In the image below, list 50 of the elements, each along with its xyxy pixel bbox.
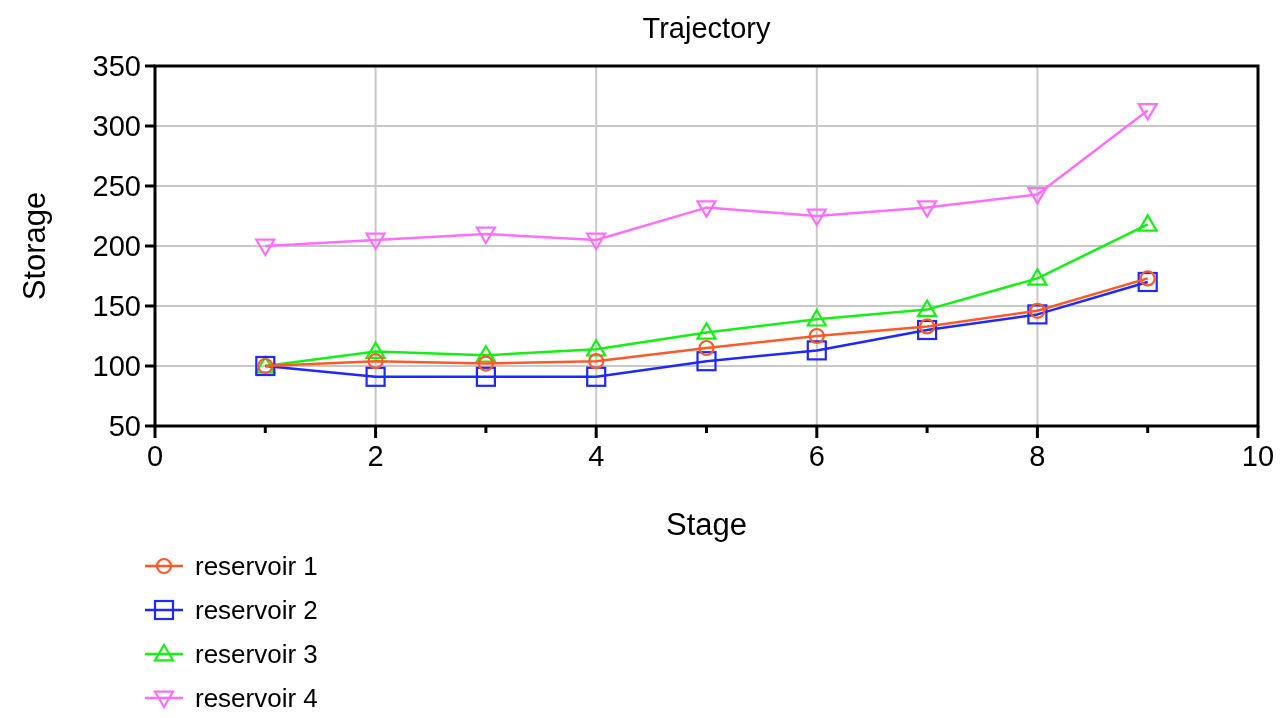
point <box>586 232 607 251</box>
point <box>475 226 496 245</box>
point <box>696 200 717 218</box>
y-tick-label: 250 <box>92 170 141 202</box>
y-tick-label: 200 <box>92 230 141 262</box>
point <box>808 327 825 345</box>
point <box>806 208 827 227</box>
legend-label: reservoir 3 <box>195 639 318 669</box>
point <box>1027 187 1048 205</box>
point <box>698 339 715 357</box>
point <box>806 340 827 361</box>
point <box>475 366 496 387</box>
y-tick-label: 300 <box>92 110 141 142</box>
point <box>696 351 717 372</box>
point <box>586 366 607 387</box>
point <box>477 355 494 372</box>
x-tick-label: 0 <box>146 440 164 472</box>
point <box>588 353 605 370</box>
legend-label: reservoir 1 <box>195 551 318 581</box>
point <box>1027 304 1048 325</box>
point <box>696 322 717 340</box>
legend-label: reservoir 4 <box>195 683 318 713</box>
point <box>586 339 607 357</box>
y-tick-label: 150 <box>92 290 141 322</box>
point <box>365 232 386 251</box>
y-tick-label: 100 <box>92 350 141 382</box>
x-tick-label: 4 <box>588 440 605 472</box>
point <box>917 299 938 317</box>
point <box>367 353 384 370</box>
x-tick-label: 6 <box>808 440 825 472</box>
point <box>255 238 276 257</box>
y-tick-label: 350 <box>92 50 141 82</box>
x-tick-label: 10 <box>1241 440 1275 472</box>
point <box>365 366 386 387</box>
x-tick-label: 2 <box>367 440 384 472</box>
y-axis-title: Storage <box>17 191 52 301</box>
point <box>917 200 938 218</box>
y-tick-label: 50 <box>108 410 141 442</box>
point <box>917 319 938 341</box>
point <box>1137 103 1158 121</box>
point <box>1137 271 1158 293</box>
chart-title: Trajectory <box>642 12 771 44</box>
x-axis-title: Stage <box>665 507 748 542</box>
x-tick-label: 8 <box>1029 440 1046 472</box>
legend-label: reservoir 2 <box>195 595 318 625</box>
point <box>475 345 496 363</box>
point <box>1027 268 1048 286</box>
point <box>365 341 386 359</box>
point <box>1029 302 1046 319</box>
point <box>806 309 827 327</box>
